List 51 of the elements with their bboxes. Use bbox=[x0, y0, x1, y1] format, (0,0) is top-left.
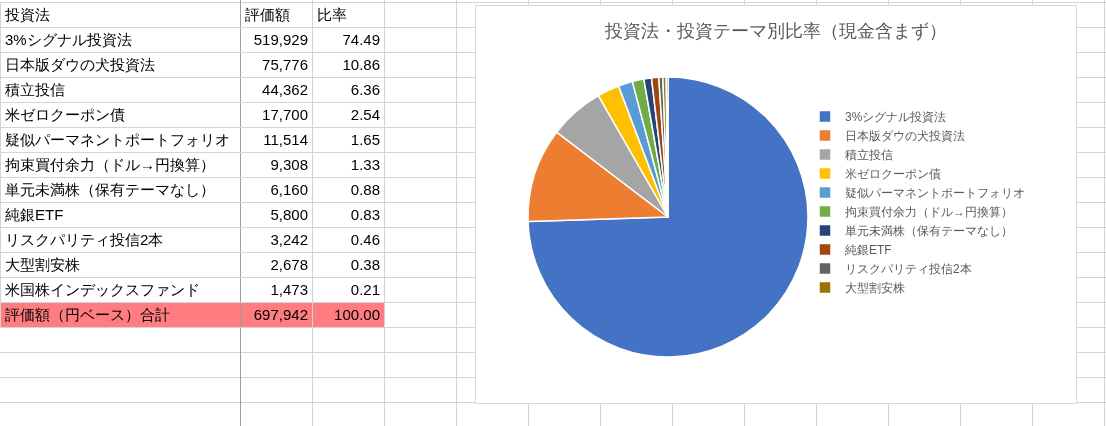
category-label: 評価額（円ベース）合計 bbox=[0, 302, 241, 328]
data-label: 10.86 bbox=[312, 52, 385, 78]
data-label: 1.33 bbox=[312, 152, 385, 178]
category-label: 拘束買付余力（ドル→円換算） bbox=[0, 152, 241, 178]
data-label: 9,308 bbox=[240, 152, 313, 178]
category-label: 大型割安株 bbox=[0, 252, 241, 278]
data-label: 75,776 bbox=[240, 52, 313, 78]
data-label: 0.83 bbox=[312, 202, 385, 228]
data-label: 2,678 bbox=[240, 252, 313, 278]
data-label: 5,800 bbox=[240, 202, 313, 228]
data-label: 17,700 bbox=[240, 102, 313, 128]
category-label: 純銀ETF bbox=[0, 202, 241, 228]
category-label: リスクパリティ投信2本 bbox=[0, 227, 241, 253]
data-label: 0.88 bbox=[312, 177, 385, 203]
legend-label: 単元未満株（保有テーマなし） bbox=[845, 224, 1013, 239]
legend-label: リスクパリティ投信2本 bbox=[845, 262, 972, 277]
data-label: 0.38 bbox=[312, 252, 385, 278]
data-label: 6.36 bbox=[312, 77, 385, 103]
legend-label: 日本版ダウの犬投資法 bbox=[845, 129, 965, 144]
data-label: 519,929 bbox=[240, 27, 313, 53]
category-label: 疑似パーマネントポートフォリオ bbox=[0, 127, 241, 153]
data-label: 1,473 bbox=[240, 277, 313, 303]
data-label: 11,514 bbox=[240, 127, 313, 153]
data-label: 0.46 bbox=[312, 227, 385, 253]
data-label: 74.49 bbox=[312, 27, 385, 53]
data-label: 0.21 bbox=[312, 277, 385, 303]
pie-slice bbox=[527, 76, 809, 358]
legend-label: 比率 bbox=[312, 2, 385, 28]
data-label: 100.00 bbox=[312, 302, 385, 328]
chart-title: 投資法・投資テーマ別比率（現金含まず） bbox=[604, 21, 947, 42]
category-label: 単元未満株（保有テーマなし） bbox=[0, 177, 241, 203]
data-label: 6,160 bbox=[240, 177, 313, 203]
legend-label: 疑似パーマネントポートフォリオ bbox=[845, 186, 1025, 201]
legend-label: 拘束買付余力（ドル→円換算） bbox=[845, 205, 1013, 220]
category-label: 日本版ダウの犬投資法 bbox=[0, 52, 241, 78]
series-label: 評価額 bbox=[240, 2, 313, 28]
data-label: 44,362 bbox=[240, 77, 313, 103]
legend-label: 米ゼロクーポン債 bbox=[845, 167, 941, 182]
legend-label: 3%シグナル投資法 bbox=[845, 110, 947, 125]
legend-label: 純銀ETF bbox=[845, 243, 892, 258]
legend-label: 積立投信 bbox=[845, 148, 893, 163]
category-label: 積立投信 bbox=[0, 77, 241, 103]
category-label: 米国株インデックスファンド bbox=[0, 277, 241, 303]
text: 投資法 bbox=[0, 2, 241, 28]
data-label: 1.65 bbox=[312, 127, 385, 153]
legend-label: 大型割安株 bbox=[845, 281, 905, 296]
data-label: 697,942 bbox=[240, 302, 313, 328]
data-label: 3,242 bbox=[240, 227, 313, 253]
data-label: 2.54 bbox=[312, 102, 385, 128]
category-label: 3%シグナル投資法 bbox=[0, 27, 241, 53]
category-label: 米ゼロクーポン債 bbox=[0, 102, 241, 128]
